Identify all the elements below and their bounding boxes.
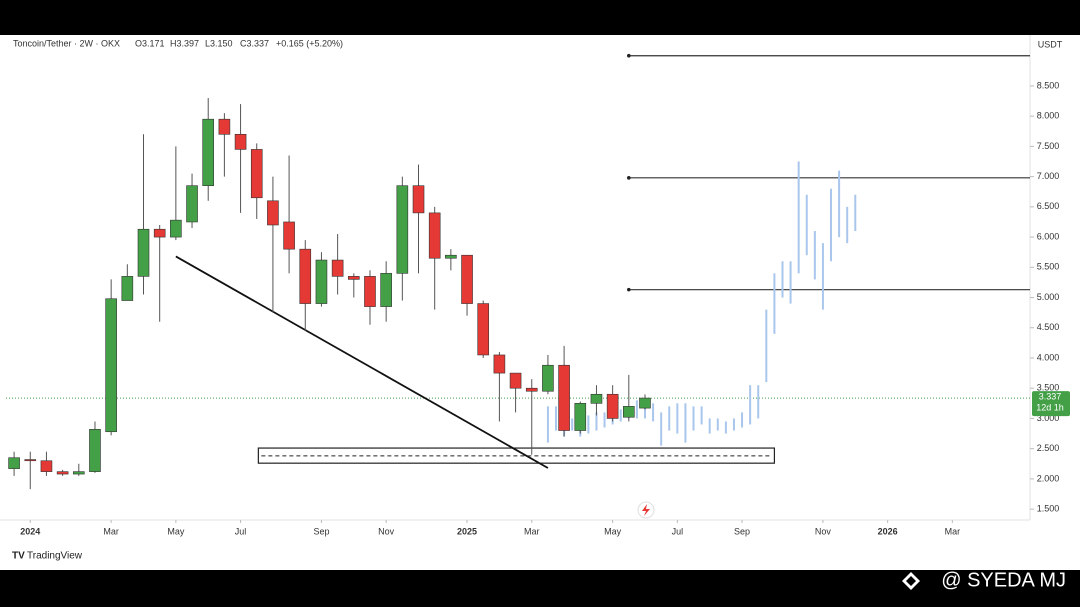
candle-body xyxy=(380,273,392,307)
y-tick-label: 4.500 xyxy=(1037,322,1060,332)
symbol: Toncoin/Tether · 2W · OKX xyxy=(13,38,120,48)
x-tick-label: Nov xyxy=(378,526,395,536)
y-tick-label: 8.500 xyxy=(1037,80,1060,90)
candle-body xyxy=(348,276,360,280)
trendline xyxy=(175,255,549,469)
candle-body xyxy=(153,228,166,238)
candle-body xyxy=(590,393,603,404)
candle-body xyxy=(89,429,101,472)
x-tick-label: Jul xyxy=(235,526,247,536)
level-anchor xyxy=(627,176,631,180)
candle-body xyxy=(315,259,328,304)
y-tick-label: 3.000 xyxy=(1037,413,1060,423)
candle-body xyxy=(509,372,522,389)
candle-body xyxy=(331,259,344,277)
x-tick-label: 2025 xyxy=(457,526,477,536)
ohlc-low: L3.150 xyxy=(205,38,233,48)
x-tick-label: Mar xyxy=(945,526,961,536)
x-tick-label: Sep xyxy=(734,526,750,536)
y-tick-label: 5.500 xyxy=(1037,262,1060,272)
candle-body xyxy=(623,406,635,418)
candle-body xyxy=(202,118,215,186)
last-price-box xyxy=(1032,391,1070,417)
candle-body xyxy=(105,298,117,433)
candle-body xyxy=(186,185,198,223)
candle-body xyxy=(267,200,279,226)
y-tick-label: 4.000 xyxy=(1037,352,1060,362)
candle-body xyxy=(412,185,425,214)
ohlc-close: C3.337 xyxy=(240,38,269,48)
y-tick-label: 7.500 xyxy=(1037,141,1060,151)
y-tick-label: 6.000 xyxy=(1037,231,1060,241)
level-anchor xyxy=(627,287,631,292)
chart-area xyxy=(0,35,1080,570)
candle-body xyxy=(525,387,538,392)
x-tick-label: May xyxy=(604,526,622,536)
candle-body xyxy=(137,228,150,277)
y-tick-label: 6.500 xyxy=(1037,201,1060,211)
candle-body xyxy=(574,403,587,431)
y-tick-label: 2.500 xyxy=(1037,443,1060,453)
candle-body xyxy=(40,460,53,472)
x-tick-label: 2024 xyxy=(20,526,40,536)
candle-body xyxy=(121,276,134,301)
lightning-icon xyxy=(642,504,650,516)
x-tick-label: Jul xyxy=(672,526,684,536)
candle-body xyxy=(283,221,295,250)
candle-body xyxy=(428,212,441,259)
brand: TradingView xyxy=(27,551,83,562)
y-tick-label: 1.500 xyxy=(1037,503,1060,513)
x-tick-label: May xyxy=(167,526,185,536)
candle-body xyxy=(24,459,37,462)
axis-unit: USDT xyxy=(1038,39,1063,49)
candle-body xyxy=(8,457,20,469)
candle-body xyxy=(72,471,85,475)
candle-body xyxy=(461,254,473,304)
y-tick-label: 3.500 xyxy=(1037,383,1060,393)
x-tick-label: Mar xyxy=(524,526,540,536)
watermark-icon xyxy=(902,572,920,590)
ohlc-open: O3.171 xyxy=(135,38,165,48)
countdown: 12d 1h xyxy=(1036,402,1064,412)
candle-body xyxy=(396,185,409,274)
candle-body xyxy=(606,393,619,419)
ohlc-high: H3.397 xyxy=(170,38,199,48)
candle-body xyxy=(558,364,570,431)
candle-body xyxy=(445,254,457,259)
x-tick-label: Mar xyxy=(103,526,119,536)
watermark: @ SYEDA MJ xyxy=(941,569,1066,591)
support-zone xyxy=(257,447,776,464)
level-anchor xyxy=(627,53,631,58)
x-tick-label: Nov xyxy=(815,526,832,536)
ohlc-change: +0.165 (+5.20%) xyxy=(276,38,343,48)
candle-body xyxy=(639,397,651,409)
candle-body xyxy=(493,354,506,374)
candle-body xyxy=(299,248,312,304)
last-price-label: 3.337 xyxy=(1039,391,1062,401)
candle-body xyxy=(170,219,182,238)
y-tick-label: 7.000 xyxy=(1037,171,1060,181)
y-tick-label: 2.000 xyxy=(1037,473,1060,483)
y-tick-label: 5.000 xyxy=(1037,292,1060,302)
candle-body xyxy=(250,149,263,199)
candle-body xyxy=(477,303,490,356)
candle-body xyxy=(364,276,376,307)
candle-body xyxy=(542,364,554,392)
x-tick-label: 2026 xyxy=(878,526,898,536)
candle-body xyxy=(218,118,231,135)
candle-body xyxy=(56,471,69,475)
brand-logo: TV xyxy=(12,551,25,562)
y-tick-label: 8.000 xyxy=(1037,111,1060,121)
x-tick-label: Sep xyxy=(313,526,329,536)
candle-body xyxy=(234,134,247,150)
